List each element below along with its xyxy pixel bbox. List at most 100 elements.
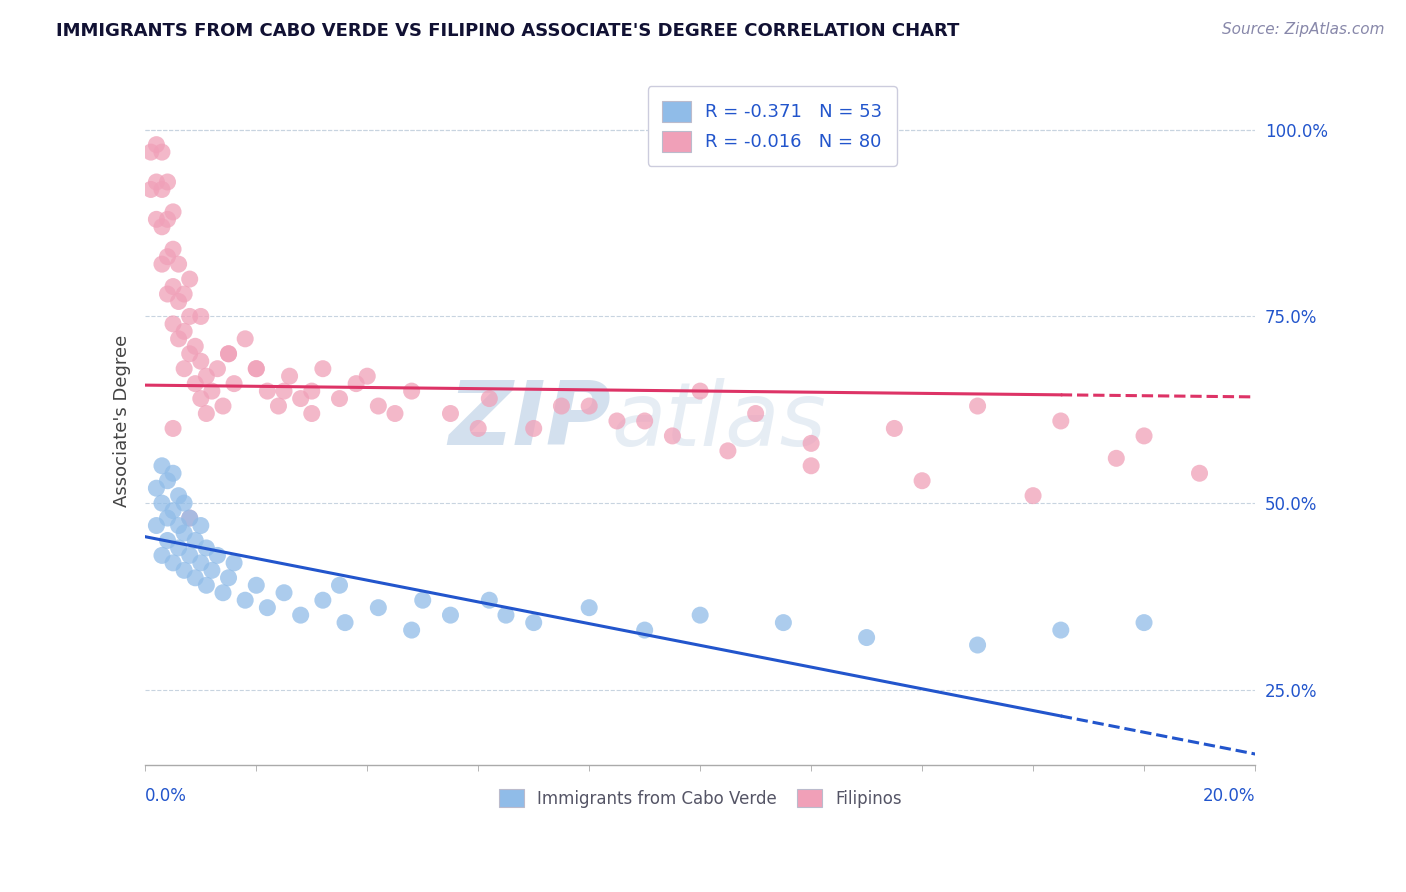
Point bbox=[1188, 467, 1211, 481]
Point bbox=[478, 392, 501, 406]
Point bbox=[1133, 429, 1156, 443]
Text: Source: ZipAtlas.com: Source: ZipAtlas.com bbox=[1222, 22, 1385, 37]
Point bbox=[167, 257, 190, 271]
Point bbox=[162, 205, 184, 219]
Point bbox=[195, 369, 218, 384]
Point bbox=[150, 257, 173, 271]
Point bbox=[162, 317, 184, 331]
Point bbox=[190, 556, 212, 570]
Point bbox=[384, 407, 406, 421]
Point bbox=[150, 458, 173, 473]
Point bbox=[173, 324, 195, 338]
Point bbox=[184, 376, 207, 391]
Point bbox=[162, 279, 184, 293]
Point bbox=[245, 578, 267, 592]
Point bbox=[328, 392, 350, 406]
Point bbox=[190, 518, 212, 533]
Point bbox=[883, 421, 905, 435]
Point bbox=[634, 623, 657, 637]
Point bbox=[523, 615, 546, 630]
Point bbox=[212, 399, 235, 413]
Point bbox=[356, 369, 378, 384]
Point bbox=[195, 541, 218, 555]
Point bbox=[412, 593, 434, 607]
Point bbox=[800, 436, 823, 450]
Point bbox=[162, 556, 184, 570]
Point bbox=[245, 361, 267, 376]
Point bbox=[150, 549, 173, 563]
Point bbox=[145, 212, 167, 227]
Text: 20.0%: 20.0% bbox=[1202, 787, 1256, 805]
Point bbox=[184, 533, 207, 548]
Point bbox=[273, 384, 295, 398]
Point bbox=[162, 242, 184, 256]
Point bbox=[478, 593, 501, 607]
Point bbox=[167, 541, 190, 555]
Point bbox=[156, 175, 179, 189]
Point bbox=[179, 347, 201, 361]
Point bbox=[201, 563, 224, 577]
Point bbox=[467, 421, 489, 435]
Point bbox=[162, 503, 184, 517]
Point bbox=[290, 608, 312, 623]
Point bbox=[190, 392, 212, 406]
Point bbox=[201, 384, 224, 398]
Point bbox=[855, 631, 877, 645]
Point bbox=[301, 407, 323, 421]
Point bbox=[772, 615, 794, 630]
Point bbox=[333, 615, 356, 630]
Point bbox=[439, 407, 461, 421]
Text: IMMIGRANTS FROM CABO VERDE VS FILIPINO ASSOCIATE'S DEGREE CORRELATION CHART: IMMIGRANTS FROM CABO VERDE VS FILIPINO A… bbox=[56, 22, 960, 40]
Point bbox=[256, 384, 278, 398]
Point bbox=[167, 294, 190, 309]
Point bbox=[212, 586, 235, 600]
Point bbox=[173, 361, 195, 376]
Y-axis label: Associate's Degree: Associate's Degree bbox=[114, 334, 131, 507]
Point bbox=[173, 287, 195, 301]
Point bbox=[145, 137, 167, 152]
Point bbox=[233, 593, 256, 607]
Point bbox=[1105, 451, 1128, 466]
Point bbox=[233, 332, 256, 346]
Point bbox=[1022, 489, 1045, 503]
Point bbox=[222, 376, 245, 391]
Point bbox=[167, 332, 190, 346]
Point bbox=[156, 250, 179, 264]
Point bbox=[717, 443, 740, 458]
Point bbox=[1049, 623, 1071, 637]
Point bbox=[190, 310, 212, 324]
Point bbox=[184, 339, 207, 353]
Point bbox=[150, 182, 173, 196]
Text: ZIP: ZIP bbox=[449, 377, 612, 465]
Point bbox=[179, 272, 201, 286]
Point bbox=[495, 608, 517, 623]
Point bbox=[156, 533, 179, 548]
Point bbox=[150, 496, 173, 510]
Point bbox=[689, 608, 711, 623]
Point bbox=[344, 376, 367, 391]
Point bbox=[439, 608, 461, 623]
Point bbox=[218, 571, 240, 585]
Point bbox=[162, 467, 184, 481]
Point bbox=[139, 182, 162, 196]
Point bbox=[966, 638, 988, 652]
Point bbox=[578, 399, 600, 413]
Point bbox=[145, 518, 167, 533]
Point bbox=[173, 563, 195, 577]
Point bbox=[218, 347, 240, 361]
Point bbox=[156, 511, 179, 525]
Point bbox=[312, 593, 335, 607]
Point bbox=[167, 489, 190, 503]
Point bbox=[145, 175, 167, 189]
Point bbox=[689, 384, 711, 398]
Point bbox=[167, 518, 190, 533]
Point bbox=[162, 421, 184, 435]
Point bbox=[256, 600, 278, 615]
Point bbox=[273, 586, 295, 600]
Point bbox=[1049, 414, 1071, 428]
Point bbox=[218, 347, 240, 361]
Point bbox=[139, 145, 162, 160]
Text: 0.0%: 0.0% bbox=[145, 787, 187, 805]
Point bbox=[634, 414, 657, 428]
Point bbox=[222, 556, 245, 570]
